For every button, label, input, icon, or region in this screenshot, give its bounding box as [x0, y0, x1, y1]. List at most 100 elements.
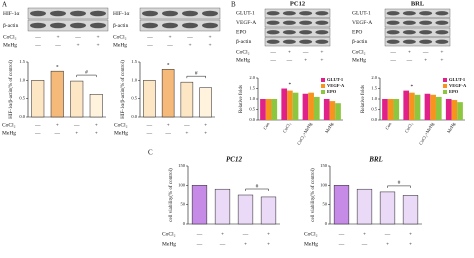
y-tick-label: 0.0: [131, 114, 137, 119]
legend-label: EPO: [327, 89, 337, 94]
treatment-sign: —: [196, 231, 203, 237]
blot-band: [266, 20, 280, 25]
blot-row-label: GLUT-1: [236, 11, 255, 17]
blot-row-label: β-actin: [236, 39, 252, 45]
treatment-sign: —: [73, 122, 80, 128]
blot-band: [299, 20, 313, 25]
panel-label: C: [148, 149, 153, 157]
x-tick-label: Con: [262, 121, 270, 131]
blot-row-label: β-actin: [3, 23, 19, 29]
treatment-sign: —: [146, 42, 153, 48]
blot-band: [402, 11, 416, 16]
treatment-sign: —: [338, 231, 345, 237]
legend-swatch: [321, 78, 325, 82]
x-tick-label: CoCl₂: [404, 121, 414, 133]
blot-band: [202, 22, 218, 29]
blot-band: [299, 39, 313, 44]
blot-band: [435, 11, 449, 16]
annotation: *: [167, 63, 170, 69]
blot-band: [202, 10, 218, 17]
treatment-sign: +: [76, 42, 79, 48]
treatment-sign: —: [269, 49, 276, 55]
blot-band: [142, 10, 158, 17]
blot-row-label: HIF-1α: [113, 11, 129, 17]
blot-row: [384, 37, 451, 47]
bar: [435, 96, 442, 120]
legend-label: VEGF-A: [449, 83, 467, 88]
bar: [335, 103, 341, 120]
panel-label: B: [231, 1, 236, 9]
chart-title: PC12: [226, 156, 242, 164]
bar: [31, 80, 45, 118]
y-tick-label: 0.0: [249, 117, 255, 122]
treatment-sign: +: [208, 34, 211, 40]
blot-band: [386, 20, 400, 25]
blot-band: [162, 22, 178, 29]
bar: [287, 90, 293, 120]
y-tick-label: 2.0: [249, 75, 255, 80]
treatment-sign: —: [34, 130, 41, 136]
y-tick-label: 1.5: [19, 59, 25, 64]
blot-band: [50, 10, 66, 17]
treatment-sign: +: [244, 241, 247, 247]
bar: [451, 100, 458, 120]
treatment-sign: —: [302, 49, 309, 55]
treatment-sign: +: [320, 49, 323, 55]
treatment-sign: +: [408, 49, 411, 55]
blot-band: [282, 39, 296, 44]
blot-row: [384, 8, 451, 18]
blot-band: [402, 39, 416, 44]
treatment-sign: —: [361, 241, 368, 247]
treatment-label: CoCl₂: [3, 34, 17, 40]
treatment-sign: —: [242, 231, 249, 237]
blot-row: [139, 19, 221, 32]
bar: [237, 194, 254, 225]
bar: [430, 94, 436, 120]
bracket: [387, 185, 411, 188]
y-tick-label: 50: [323, 202, 328, 207]
treatment-sign: +: [56, 122, 59, 128]
y-tick-label: 0.5: [19, 96, 25, 101]
treatment-label: MeHg: [162, 241, 176, 247]
bar: [271, 99, 278, 120]
treatment-sign: —: [389, 57, 396, 63]
treatment-sign: +: [304, 57, 307, 63]
blot-band: [419, 30, 433, 35]
treatment-sign: —: [54, 130, 61, 136]
chart-title: BRL: [368, 156, 383, 164]
treatment-sign: —: [384, 231, 391, 237]
bar: [313, 96, 320, 120]
treatment-label: MeHg: [3, 42, 17, 48]
bar: [424, 93, 431, 120]
blot-band: [299, 11, 313, 16]
treatment-label: CoCl₂: [304, 231, 318, 237]
bar: [457, 102, 463, 120]
y-tick-label: 100: [178, 182, 186, 187]
y-axis-label: cell viability(% of control): [169, 168, 174, 222]
bar: [379, 191, 396, 225]
bar: [292, 92, 299, 120]
treatment-label: CoCl₂: [113, 34, 127, 40]
x-tick-label: MeHg: [324, 121, 334, 134]
blot-row-label: EPO: [236, 30, 246, 36]
blot-band: [386, 30, 400, 35]
blot-band: [90, 10, 106, 17]
y-tick-label: 2.0: [371, 75, 377, 80]
treatment-sign: +: [320, 57, 323, 63]
blot-band: [90, 22, 106, 29]
blot-row: [264, 8, 331, 18]
treatment-sign: +: [185, 130, 188, 136]
legend-swatch: [443, 84, 447, 88]
y-tick-label: 150: [320, 163, 328, 168]
treatment-label: MeHg: [352, 57, 366, 63]
bracket: [245, 188, 269, 191]
treatment-sign: +: [409, 231, 412, 237]
treatment-label: CoCl₂: [162, 231, 176, 237]
blot-band: [315, 20, 329, 25]
blot-band: [435, 30, 449, 35]
blot-band: [70, 22, 86, 29]
treatment-sign: +: [188, 42, 191, 48]
blot-band: [402, 30, 416, 35]
treatment-sign: +: [363, 231, 366, 237]
bar: [356, 188, 373, 225]
